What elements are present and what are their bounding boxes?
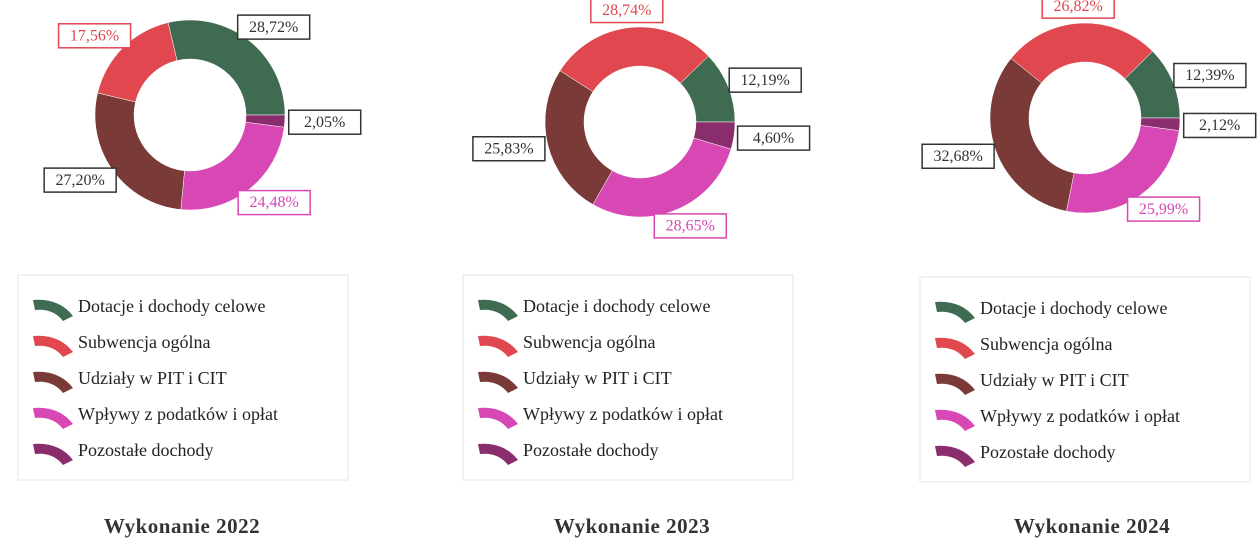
donut-slice <box>167 19 286 116</box>
chart-title: Wykonanie 2024 <box>1014 514 1170 538</box>
legend-icon <box>935 301 975 323</box>
donut-chart: 12,19% 28,74% 25,83% 28,65% 4,60% Dotacje i d… <box>462 0 811 538</box>
chart-title: Wykonanie 2022 <box>104 514 260 538</box>
value-label-box <box>43 167 117 193</box>
legend-label: Pozostałe dochody <box>78 440 213 460</box>
legend-box <box>462 274 794 481</box>
value-label: 32,68% <box>933 148 982 165</box>
donut-slice <box>559 26 709 93</box>
donut-slice <box>1140 117 1181 131</box>
legend-box <box>919 276 1251 483</box>
legend-icon <box>935 373 975 395</box>
value-label-box <box>1126 196 1201 222</box>
legend-label: Udziały w PIT i CIT <box>78 368 227 388</box>
legend-label: Wpływy z podatków i opłat <box>523 404 723 424</box>
legend-label: Subwencja ogólna <box>980 334 1112 354</box>
value-label: 24,48% <box>249 194 298 211</box>
donut-slice <box>989 58 1075 212</box>
value-label-box <box>472 136 546 162</box>
value-label-box <box>921 143 995 170</box>
value-label-box <box>1041 0 1115 19</box>
legend-label: Wpływy z podatków i opłat <box>78 404 278 424</box>
value-label: 28,65% <box>666 218 715 235</box>
legend-icon <box>478 407 518 429</box>
value-label-box <box>236 14 311 40</box>
donut-slice <box>693 121 736 150</box>
legend-label: Wpływy z podatków i opłat <box>980 406 1180 426</box>
legend-icon <box>478 371 518 393</box>
value-label: 17,56% <box>70 27 119 44</box>
value-label: 25,83% <box>484 140 533 157</box>
value-label-box <box>1173 62 1247 89</box>
value-label: 12,19% <box>741 72 790 89</box>
legend-label: Subwencja ogólna <box>78 332 210 352</box>
value-label: 12,39% <box>1185 67 1234 84</box>
donut-slice <box>245 114 286 128</box>
legend-icon <box>935 337 975 359</box>
legend-icon <box>478 443 518 465</box>
legend-label: Udziały w PIT i CIT <box>980 370 1129 390</box>
legend-label: Dotacje i dochody celowe <box>980 298 1167 318</box>
legend-icon <box>33 443 73 465</box>
legend-icon <box>935 445 975 467</box>
value-label: 28,74% <box>602 2 651 19</box>
legend-box <box>17 274 349 481</box>
value-label-box <box>57 23 132 49</box>
value-label-box <box>1182 112 1257 139</box>
legend-icon <box>33 371 73 393</box>
legend-icon <box>478 335 518 357</box>
chart-title: Wykonanie 2023 <box>554 514 710 538</box>
legend-icon <box>33 299 73 321</box>
legend-label: Udziały w PIT i CIT <box>523 368 672 388</box>
legend-label: Dotacje i dochody celowe <box>523 296 710 316</box>
value-label: 26,82% <box>1054 0 1103 15</box>
value-label-box <box>287 109 362 135</box>
value-label: 28,72% <box>249 19 298 36</box>
value-label: 25,99% <box>1139 201 1188 218</box>
value-label: 2,12% <box>1199 117 1240 134</box>
value-label-box <box>728 67 802 93</box>
donut-slice <box>544 70 613 205</box>
value-label: 4,60% <box>753 130 794 147</box>
value-label: 27,20% <box>55 172 104 189</box>
donut-slice <box>592 137 732 218</box>
value-label-box <box>237 189 311 216</box>
legend-icon <box>478 299 518 321</box>
donut-chart: 28,72% 17,56% 27,20% 24,48% 2,05% Dotacje i d… <box>17 14 362 538</box>
donut-slice <box>1066 125 1180 214</box>
legend-icon <box>33 335 73 357</box>
legend-icon <box>935 409 975 431</box>
legend-icon <box>33 407 73 429</box>
donut-chart: 12,39% 26,82% 32,68% 25,99% 2,12% Dotacje i d… <box>919 0 1257 538</box>
legend-label: Dotacje i dochody celowe <box>78 296 265 316</box>
value-label-box <box>653 213 728 239</box>
legend-label: Subwencja ogólna <box>523 332 655 352</box>
value-label-box <box>736 125 811 151</box>
value-label: 2,05% <box>304 114 345 131</box>
value-label-box <box>590 0 664 24</box>
legend-label: Pozostałe dochody <box>523 440 658 460</box>
legend-label: Pozostałe dochody <box>980 442 1115 462</box>
